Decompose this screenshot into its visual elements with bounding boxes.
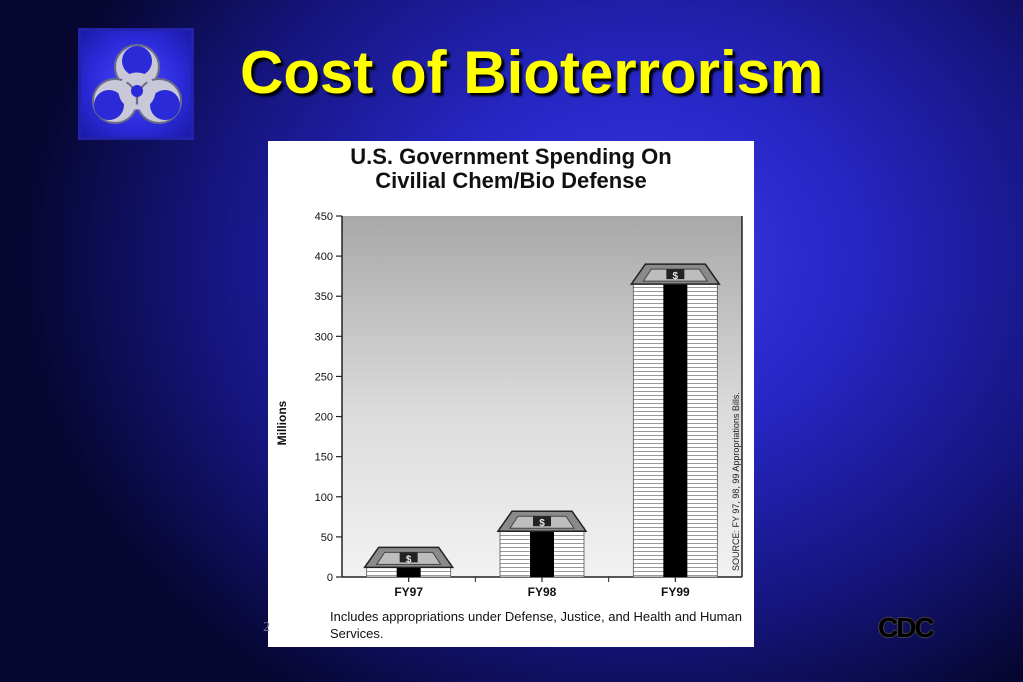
y-tick-label: 50 [321, 532, 333, 544]
bar-dollar-marker: $ [539, 518, 545, 529]
bar-cap-slot [666, 269, 685, 280]
y-tick-label: 200 [315, 412, 333, 424]
cdc-logo: CDC [878, 612, 935, 643]
y-tick-label: 100 [315, 492, 333, 504]
chart-footnote: Includes appropriations under Defense, J… [330, 609, 742, 641]
bar-core [663, 280, 688, 577]
y-tick-label: 300 [315, 331, 333, 343]
y-tick-label: 400 [315, 251, 333, 263]
source-note: SOURCE: FY 97, 98, 99 Appropriations Bil… [731, 392, 741, 571]
slide-title: Cost of Bioterrorism [240, 39, 824, 106]
bar-cap-slot [533, 516, 551, 527]
y-tick-label: 150 [315, 452, 333, 464]
bar-chart: 0 50 100 150 200 250 300 350 400 450 $ $ $ FY97 FY98… [275, 211, 743, 599]
chart-title: U.S. Government Spending On Civilial Che… [268, 145, 754, 193]
bar-dollar-marker: $ [673, 271, 679, 282]
biohazard-icon [92, 44, 182, 124]
x-tick-label: FY97 [394, 585, 423, 599]
y-tick-label: 0 [327, 572, 333, 584]
chart-title-line-2: Civilial Chem/Bio Defense [375, 168, 647, 193]
y-tick-label: 250 [315, 371, 333, 383]
bar-fy99: $ [629, 263, 721, 578]
y-tick-label: 450 [315, 211, 333, 223]
biohazard-logo [78, 28, 194, 140]
y-axis-label: Millions [275, 400, 289, 445]
y-tick-label: 350 [315, 291, 333, 303]
bar-cap-slot [399, 552, 418, 563]
bar-dollar-marker: $ [406, 554, 412, 565]
x-tick-label: FY98 [528, 585, 557, 599]
page-number: 2 [263, 620, 270, 635]
x-tick-label: FY99 [661, 585, 690, 599]
bar-core [530, 527, 554, 577]
bar-fy97: $ [363, 546, 455, 578]
bar-fy98: $ [496, 510, 588, 578]
chart-panel: U.S. Government Spending On Civilial Che… [268, 141, 754, 647]
chart-title-line-1: U.S. Government Spending On [350, 144, 672, 169]
